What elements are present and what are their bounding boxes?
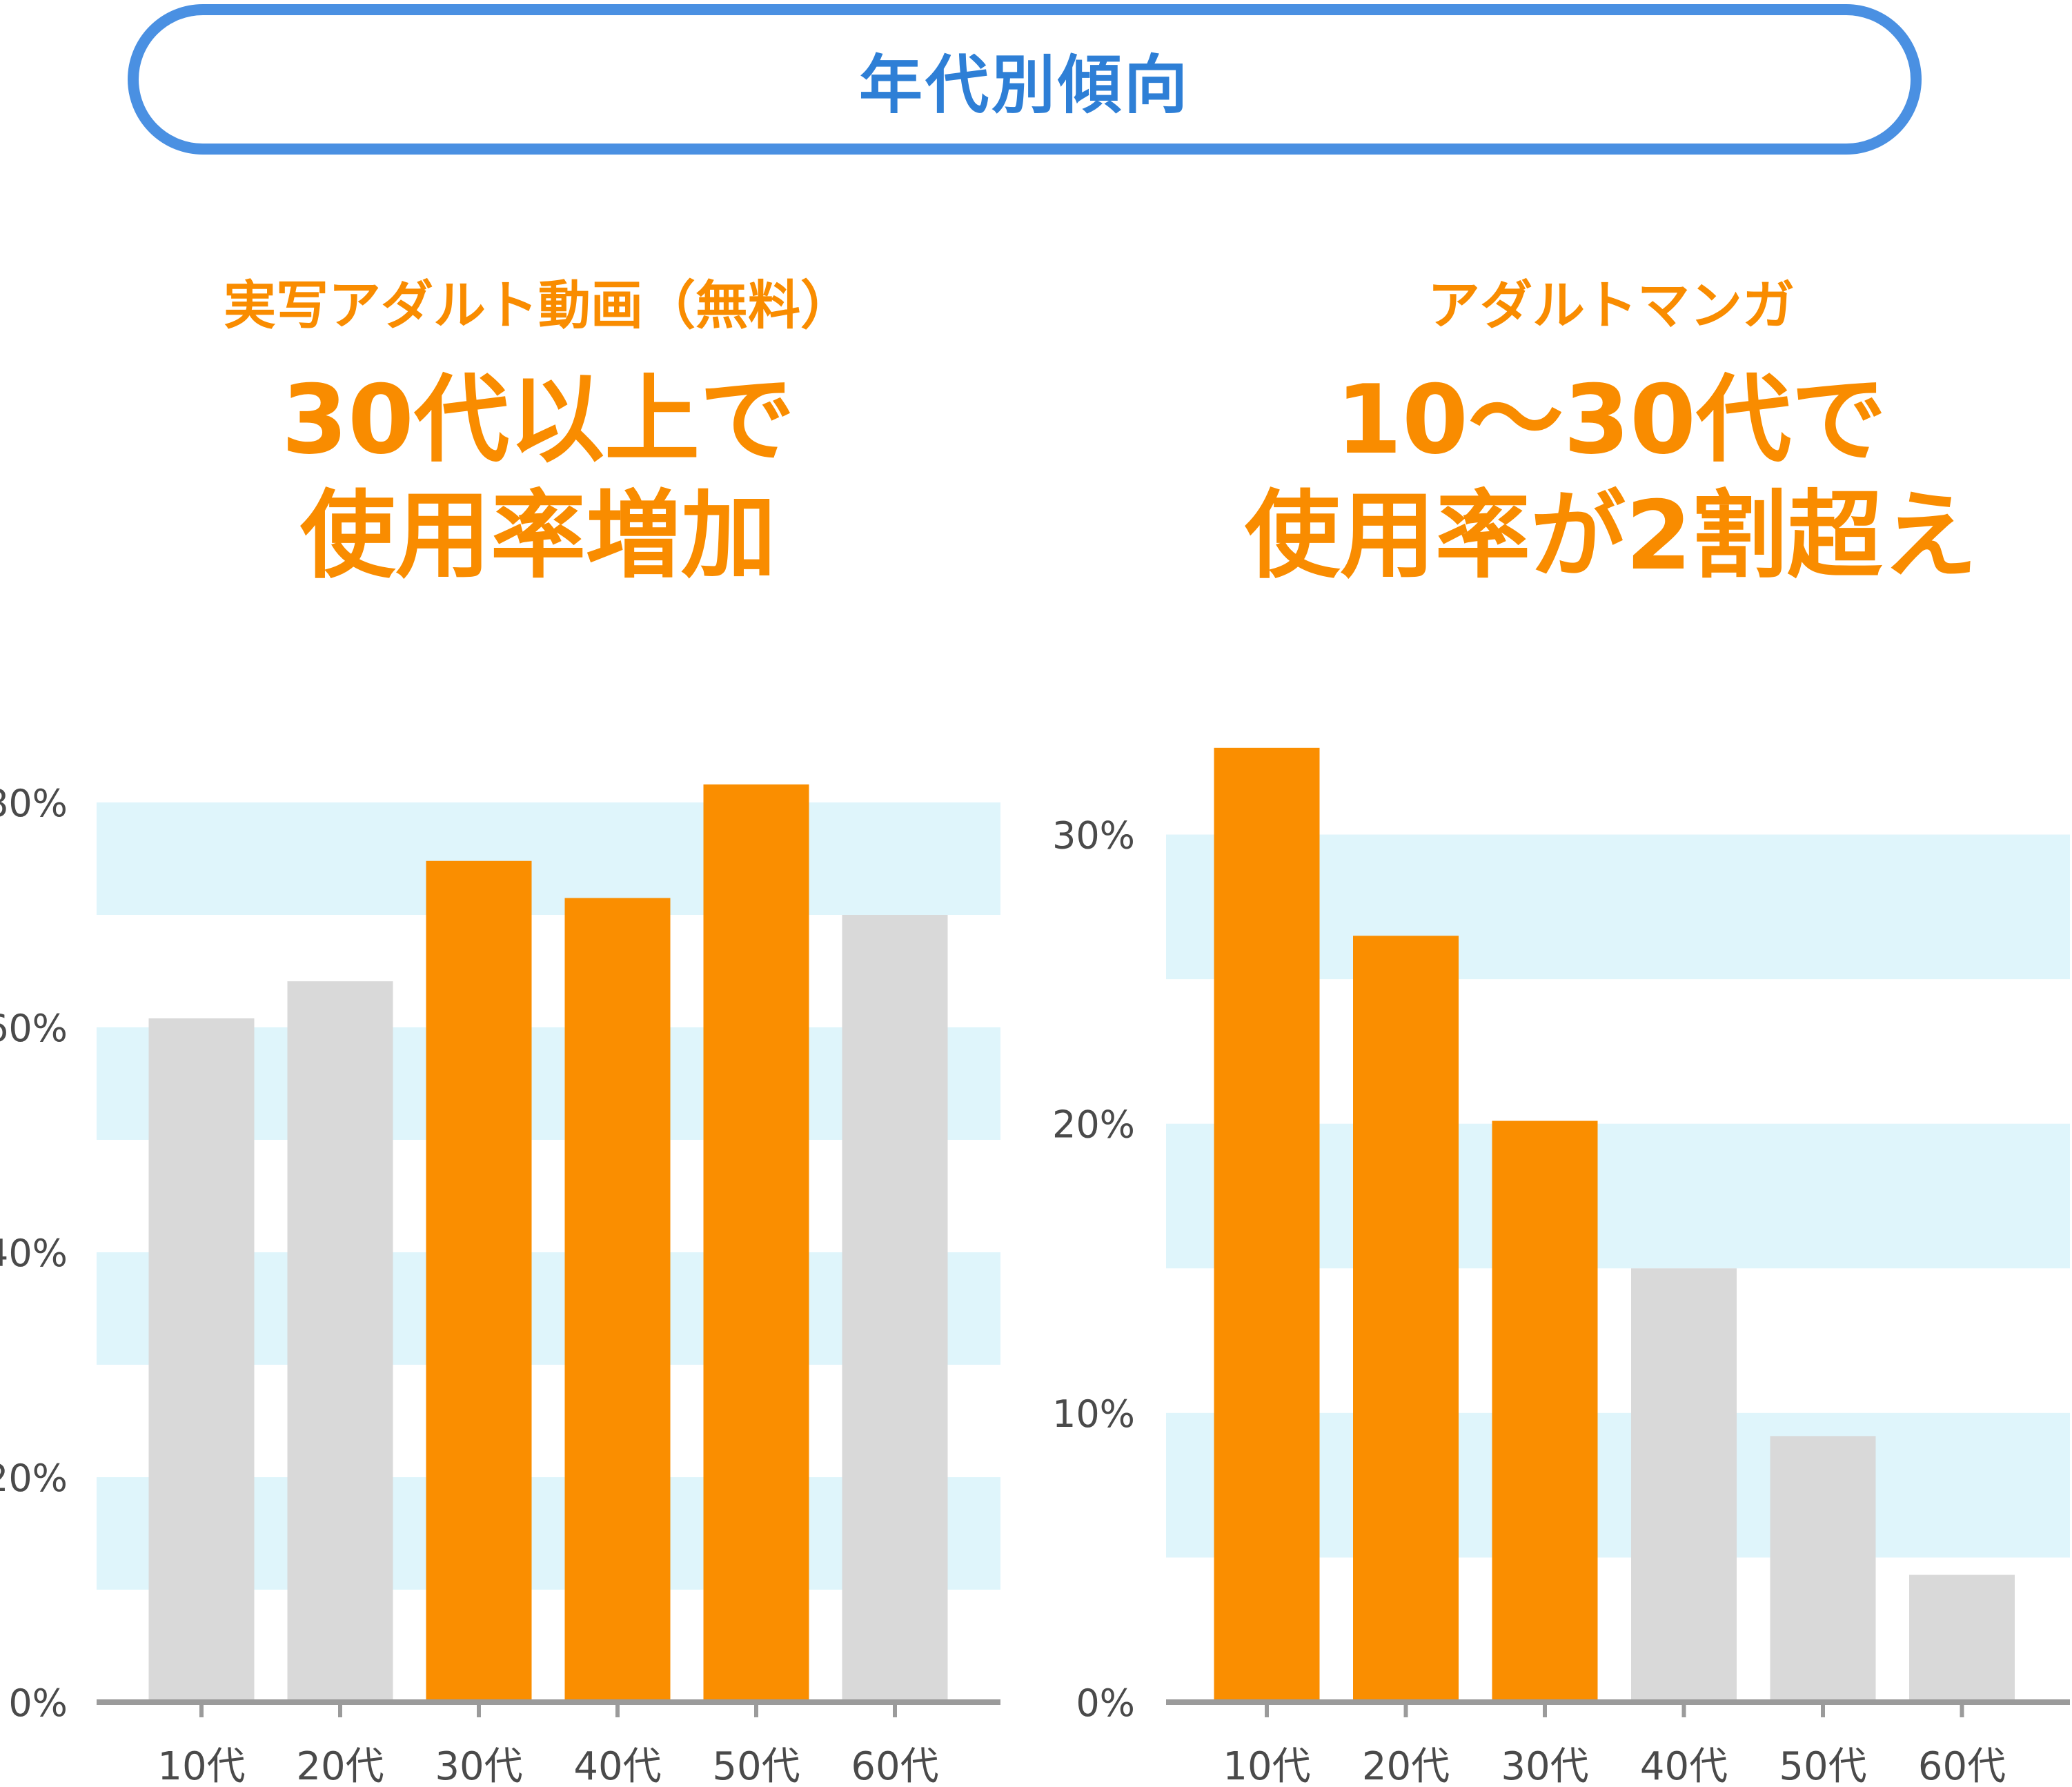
right-y-tick-label: 20% [1052,1103,1135,1147]
left-y-tick-label: 60% [0,1007,68,1050]
right-bar-4 [1631,1268,1737,1702]
section-title-pill: 年代別傾向 [128,4,1922,155]
right-bar-5 [1770,1436,1876,1702]
left-x-category-label: 20代 [296,1744,384,1787]
left-x-category-label: 60代 [851,1744,938,1787]
left-bar-5 [703,784,809,1702]
right-bar-2 [1353,936,1459,1702]
left-y-tick-label: 0% [8,1681,68,1725]
left-x-category-label: 30代 [435,1744,522,1787]
left-bar-2 [287,981,393,1702]
left-grid-band [97,802,1000,915]
right-bar-3 [1492,1120,1598,1702]
left-heading: 実写アダルト動画（無料） 30代以上で 使用率増加 [103,275,973,588]
right-heading: アダルトマンガ 10〜30代で 使用率が2割超え [1166,275,2056,588]
right-y-tick-label: 30% [1052,814,1135,858]
left-x-category-label: 40代 [573,1744,661,1787]
right-x-category-label: 20代 [1362,1744,1450,1787]
right-y-tick-label: 10% [1052,1392,1135,1436]
right-x-category-label: 50代 [1779,1744,1866,1787]
left-bar-3 [426,860,532,1702]
section-title: 年代別傾向 [858,48,1190,122]
left-y-tick-label: 40% [0,1232,68,1275]
left-bar-4 [564,898,671,1702]
left-x-category-label: 10代 [157,1744,245,1787]
left-y-tick-label: 80% [0,782,68,825]
left-headline-line1: 30代以上で [281,364,796,475]
right-x-category-label: 30代 [1501,1744,1588,1787]
left-headline-line2: 使用率増加 [299,480,776,591]
right-headline-line1: 10〜30代で [1335,364,1887,475]
right-x-category-label: 40代 [1640,1744,1728,1787]
left-bar-1 [148,1018,255,1702]
left-x-category-label: 50代 [712,1744,800,1787]
right-x-category-label: 10代 [1223,1744,1310,1787]
left-bar-6 [842,915,948,1702]
right-bar-6 [1909,1574,2015,1702]
right-chart-subtitle: アダルトマンガ [1428,275,1795,336]
left-y-tick-label: 20% [0,1457,68,1500]
right-y-tick-label: 0% [1076,1681,1135,1725]
right-x-category-label: 60代 [1918,1744,2006,1787]
right-bar-1 [1214,747,1320,1702]
right-headline-line2: 使用率が2割超え [1244,480,1978,591]
left-chart-subtitle: 実写アダルト動画（無料） [224,275,853,336]
